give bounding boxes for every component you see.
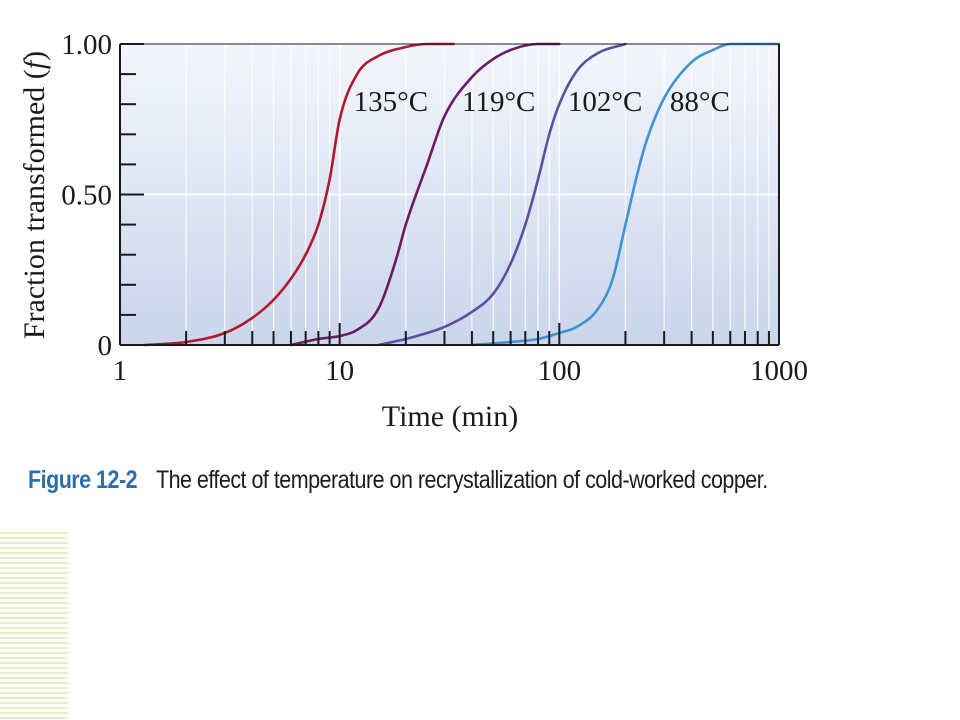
series-label: 135°C [354,86,428,118]
axes [119,43,780,346]
series-line [143,42,455,347]
figure-caption: Figure 12-2 The effect of temperature on … [28,466,768,495]
y-axis-title: Fraction transformed (f) [18,51,51,339]
tick-labels: 1 10 100 1000 0 0.50 1.00 [61,29,808,387]
figure-number: Figure 12-2 [28,466,138,494]
y-tick-label: 0.50 [61,180,112,212]
series-label: 119°C [462,86,535,118]
series-label: 88°C [670,86,730,118]
x-tick-label: 1000 [750,355,808,387]
decorative-stripes [0,532,68,720]
figure-caption-text: The effect of temperature on recrystalli… [155,466,768,494]
series-line [289,42,561,347]
series-labels: 135°C 119°C 102°C 88°C [354,86,730,118]
x-tick-label: 10 [325,355,354,387]
series-line [377,42,627,347]
x-tick-label: 1 [113,355,128,387]
x-tick-label: 100 [538,355,582,387]
y-tick-label: 1.00 [61,29,112,61]
y-tick-label: 0 [98,330,113,362]
grid [120,44,779,345]
series-label: 102°C [568,86,642,118]
x-axis-title: Time (min) [382,400,518,433]
